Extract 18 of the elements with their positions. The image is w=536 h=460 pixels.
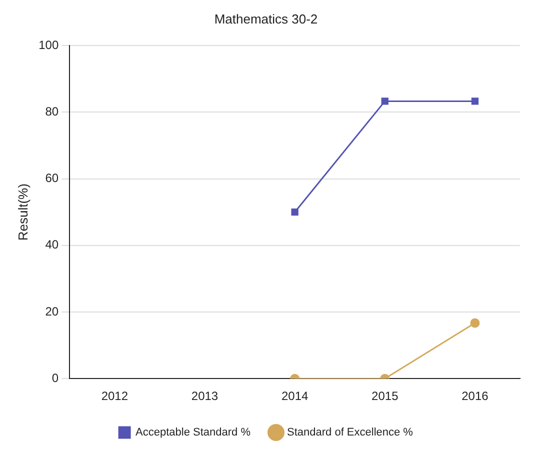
y-tick-label: 100	[38, 38, 59, 52]
y-tick-label: 60	[45, 171, 59, 186]
x-tick-label: 2015	[372, 389, 399, 404]
x-tick-label: 2013	[191, 389, 218, 404]
point	[471, 98, 479, 105]
y-tick-label: 0	[52, 370, 59, 385]
x-tick-label: 2014	[281, 389, 308, 404]
y-tick-label: 40	[45, 238, 59, 252]
legend-label: Acceptable Standard %	[136, 426, 251, 439]
x-tick-label: 2016	[462, 389, 489, 404]
legend-label: Standard of Excellence %	[287, 426, 414, 439]
y-tick-label: 20	[45, 304, 59, 318]
y-tick-label: 80	[45, 104, 59, 119]
point	[291, 208, 298, 216]
y-axis-title: Result(%)	[15, 184, 30, 241]
point	[381, 98, 388, 105]
chart-title: Mathematics 30-2	[214, 11, 318, 26]
x-tick-label: 2012	[101, 389, 128, 404]
